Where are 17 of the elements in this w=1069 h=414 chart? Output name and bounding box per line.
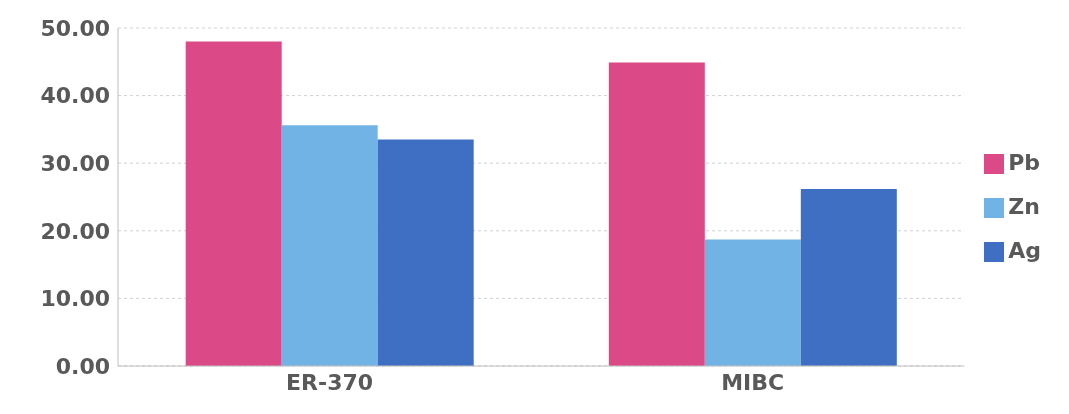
bar [608, 62, 705, 366]
bar [185, 41, 282, 366]
y-tick-label: 10.00 [40, 286, 110, 312]
x-tick-label: ER-370 [286, 369, 374, 395]
legend-label: Ag [1008, 238, 1041, 263]
y-tick-label: 30.00 [40, 151, 110, 177]
bar [800, 188, 897, 366]
y-tick-label: 40.00 [40, 83, 110, 109]
legend-label: Zn [1008, 194, 1040, 219]
legend-label: Pb [1008, 150, 1041, 175]
y-tick-label: 50.00 [40, 15, 110, 41]
y-tick-label: 0.00 [55, 353, 110, 379]
bar [281, 125, 378, 366]
x-tick-label: MIBC [721, 369, 785, 395]
bar [704, 239, 801, 366]
y-tick-label: 20.00 [40, 218, 110, 244]
bar [377, 139, 474, 366]
